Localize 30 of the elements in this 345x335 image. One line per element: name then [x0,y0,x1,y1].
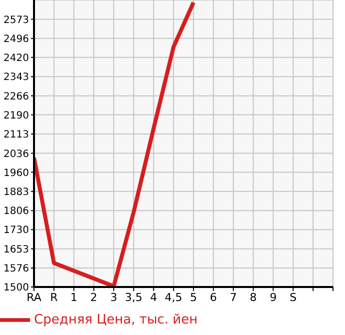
legend-label: Средняя Цена, тыс. йен [34,312,198,328]
x-tick-label: 2 [90,290,98,304]
x-tick-label: 4,5 [164,290,182,304]
x-tick-label: 7 [230,290,237,304]
y-tick-label: 1730 [4,225,29,236]
x-tick-label: 9 [270,290,277,304]
y-tick-label: 2573 [4,14,29,26]
x-tick-label: 4 [150,290,158,304]
x-tick-label: 3,5 [124,290,142,304]
x-tick-label: 6 [210,290,217,304]
y-tick-label: 2420 [4,52,29,64]
y-tick-label: 2036 [4,148,29,160]
y-tick-label: 1500 [4,282,29,294]
y-tick-label: 1806 [4,206,29,218]
y-tick-label: 2343 [4,72,29,84]
x-tick-label: S [290,290,297,304]
y-tick-label: 2113 [4,130,29,141]
y-tick-label: 2190 [4,110,29,122]
x-tick-label: 1 [70,290,78,304]
y-tick-label: 1576 [4,264,29,275]
y-tick-label: 1883 [4,186,29,198]
y-tick-label: 1653 [4,244,29,256]
x-tick-label: 3 [110,290,118,304]
x-tick-label: R [50,290,58,304]
y-tick-label: 1960 [4,168,29,179]
y-tick-label: 2496 [4,34,29,45]
x-tick-label: 8 [250,290,257,304]
y-tick-label: 2266 [4,91,29,102]
x-tick-label: RA [26,290,42,304]
x-tick-label: 5 [190,290,197,304]
